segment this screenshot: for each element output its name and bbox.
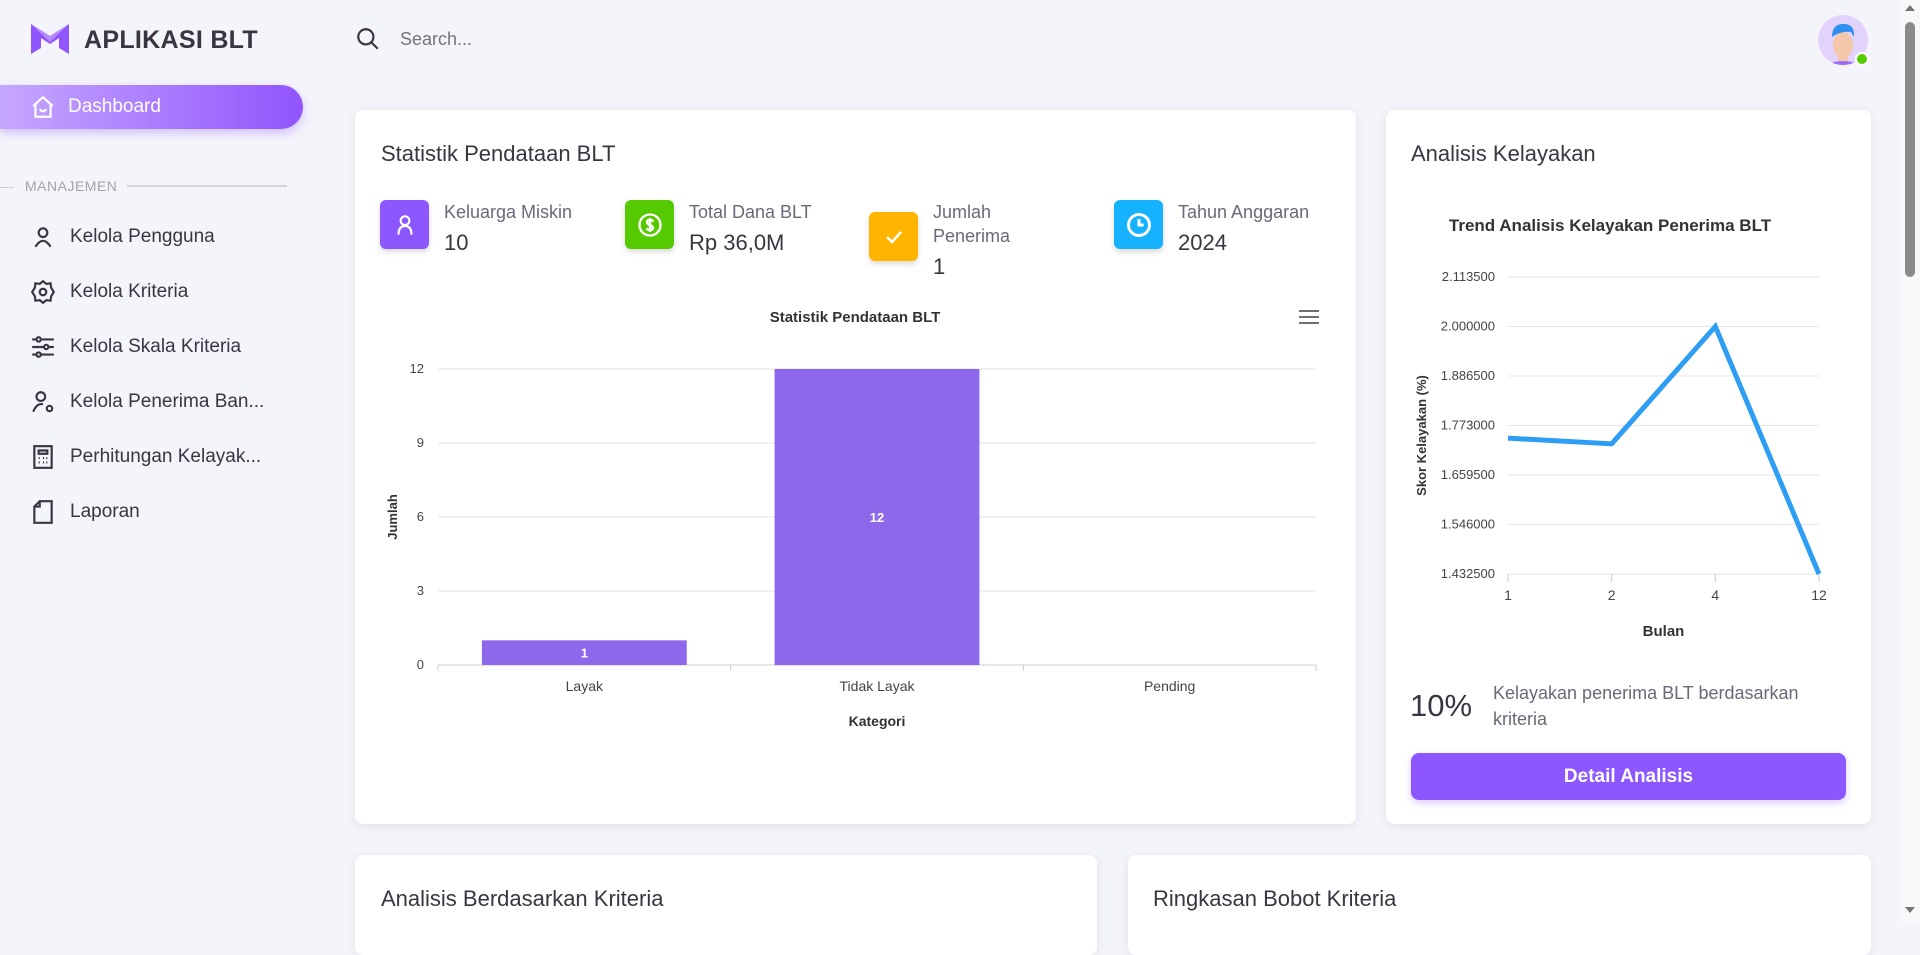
scrollbar-thumb[interactable] [1905,22,1915,277]
bar-data-label: 1 [581,646,588,661]
y-tick-label: 1.546000 [1441,517,1495,532]
home-icon [30,94,56,120]
ringkasan-bobot-card: Ringkasan Bobot Kriteria [1128,855,1871,955]
detail-analisis-button[interactable]: Detail Analisis [1411,753,1846,800]
check-icon [869,212,918,261]
x-axis-title: Bulan [1643,623,1685,640]
app-title: APLIKASI BLT [84,26,258,55]
y-tick-label: 3 [417,583,424,598]
sidebar-item-kelola-pengguna[interactable]: Kelola Pengguna [30,224,215,250]
bar-chart: Statistik Pendataan BLT 0 3 6 9 12 1 Layak 12 Tid… [355,290,1356,824]
x-tick-label: Tidak Layak [840,678,916,694]
user-icon [380,200,429,249]
sliders-icon [30,334,56,360]
sidebar-item-label: Dashboard [68,96,161,118]
chart-title: Statistik Pendataan BLT [770,309,941,326]
logo-icon [31,24,69,54]
calculator-icon [30,444,56,470]
card-title: Statistik Pendataan BLT [381,141,615,167]
sidebar-item-dashboard[interactable]: Dashboard [0,85,303,129]
y-tick-label: 2.113500 [1442,269,1495,284]
y-tick-label: 1.659500 [1441,467,1495,482]
y-tick-label: 0 [417,657,424,672]
x-tick-label: 2 [1608,587,1616,603]
search-input[interactable] [400,24,800,54]
section-label: MANAJEMEN [25,178,287,194]
bar-data-label: 12 [870,510,884,525]
percent-value: 10% [1410,688,1472,724]
x-tick-label: Pending [1144,678,1195,694]
y-tick-label: 1.432500 [1441,566,1495,581]
y-tick-label: 6 [417,509,424,524]
analisis-card: Analisis Kelayakan Trend Analisis Kelaya… [1386,110,1871,824]
y-axis-title: Jumlah [385,494,400,540]
x-tick-label: 12 [1811,587,1827,603]
analisis-kriteria-card: Analisis Berdasarkan Kriteria [355,855,1097,955]
x-tick-label: 1 [1504,587,1512,603]
clock-icon [1114,200,1163,249]
x-tick-label: Layak [566,678,604,694]
sidebar-item-laporan[interactable]: Laporan [30,499,140,525]
y-tick-label: 2.000000 [1441,319,1495,334]
chart-menu-icon[interactable] [1298,308,1320,326]
analisis-description: Kelayakan penerima BLT berdasarkan krite… [1493,680,1853,732]
y-tick-label: 1.773000 [1441,418,1495,433]
y-tick-label: 9 [417,435,424,450]
sidebar-item-kelola-skala-kriteria[interactable]: Kelola Skala Kriteria [30,334,241,360]
card-title: Analisis Berdasarkan Kriteria [381,886,663,912]
dollar-icon [625,200,674,249]
x-tick-label: 4 [1711,587,1719,603]
gear-icon [30,279,56,305]
line-series [1508,327,1819,575]
sidebar-item-kelola-penerima[interactable]: Kelola Penerima Ban... [30,389,264,415]
x-axis-title: Kategori [849,713,906,729]
line-chart: Trend Analisis Kelayakan Penerima BLT 1.4… [1386,110,1871,670]
user-icon [30,224,56,250]
chart-title: Trend Analisis Kelayakan Penerima BLT [1449,216,1772,235]
y-tick-label: 12 [410,361,424,376]
y-axis-title: Skor Kelayakan (%) [1414,375,1429,496]
card-title: Ringkasan Bobot Kriteria [1153,886,1396,912]
search-icon[interactable] [355,26,381,52]
sidebar-item-perhitungan[interactable]: Perhitungan Kelayak... [30,444,261,470]
document-icon [30,499,56,525]
y-tick-label: 1.886500 [1441,368,1495,383]
scrollbar[interactable] [1900,0,1920,922]
sidebar-item-kelola-kriteria[interactable]: Kelola Kriteria [30,279,188,305]
online-status-dot [1855,52,1869,66]
user-gear-icon [30,389,56,415]
